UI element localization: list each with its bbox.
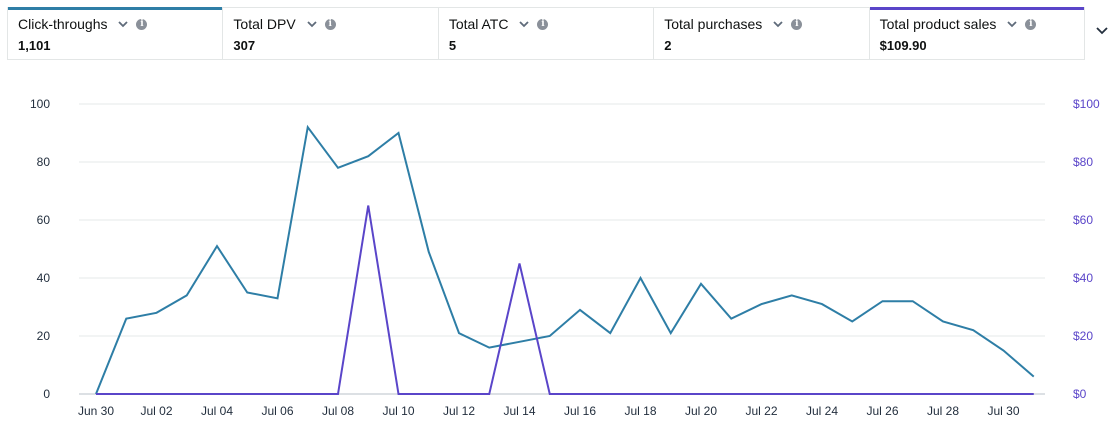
chevron-down-icon[interactable] bbox=[305, 17, 319, 31]
metric-value: 307 bbox=[233, 38, 256, 53]
x-tick-label: Jul 28 bbox=[927, 404, 959, 418]
chevron-down-icon[interactable] bbox=[517, 17, 531, 31]
metric-tiles: Click-throughs i 1,101 Total DPV i 307 T… bbox=[7, 7, 1085, 60]
metric-tile-total-atc[interactable]: Total ATC i 5 bbox=[439, 8, 655, 59]
y-tick-label-right: $40 bbox=[1073, 271, 1093, 285]
metric-tile-total-product-sales[interactable]: Total product sales i $109.90 bbox=[869, 7, 1085, 59]
metric-value: 2 bbox=[664, 38, 672, 53]
y-tick-label-right: $80 bbox=[1073, 155, 1093, 169]
y-tick-label-left: 100 bbox=[30, 97, 50, 111]
metric-label: Total DPV bbox=[233, 16, 296, 32]
tile-accent-bar bbox=[8, 7, 223, 10]
chevron-down-icon[interactable] bbox=[1005, 17, 1019, 31]
info-icon[interactable]: i bbox=[537, 18, 549, 30]
info-icon[interactable]: i bbox=[136, 18, 148, 30]
metric-label: Click-throughs bbox=[18, 16, 108, 32]
y-tick-label-left: 0 bbox=[43, 387, 50, 401]
x-tick-label: Jul 10 bbox=[382, 404, 414, 418]
expand-metrics-chevron-icon[interactable] bbox=[1094, 22, 1110, 38]
info-icon[interactable]: i bbox=[324, 18, 336, 30]
x-tick-label: Jun 30 bbox=[78, 404, 114, 418]
series-line-total-product-sales bbox=[96, 205, 1034, 395]
metric-tile-total-dpv[interactable]: Total DPV i 307 bbox=[223, 8, 439, 59]
chevron-down-icon[interactable] bbox=[771, 17, 785, 31]
x-tick-label: Jul 14 bbox=[503, 404, 535, 418]
x-tick-label: Jul 02 bbox=[140, 404, 172, 418]
metric-label: Total ATC bbox=[448, 16, 509, 32]
info-icon[interactable]: i bbox=[791, 18, 803, 30]
tile-accent-bar bbox=[869, 7, 1085, 10]
x-tick-label: Jul 04 bbox=[201, 404, 233, 418]
x-tick-label: Jul 24 bbox=[806, 404, 838, 418]
y-tick-label-left: 80 bbox=[37, 155, 51, 169]
y-tick-label-right: $20 bbox=[1073, 329, 1093, 343]
series-line-click-throughs bbox=[95, 124, 1035, 395]
chevron-down-icon[interactable] bbox=[116, 17, 130, 31]
x-tick-label: Jul 22 bbox=[745, 404, 777, 418]
y-tick-label-left: 40 bbox=[37, 271, 51, 285]
info-icon[interactable]: i bbox=[1025, 18, 1037, 30]
x-tick-label: Jul 12 bbox=[443, 404, 475, 418]
x-tick-label: Jul 08 bbox=[322, 404, 354, 418]
metric-tile-total-purchases[interactable]: Total purchases i 2 bbox=[654, 8, 870, 59]
metric-value: $109.90 bbox=[879, 38, 927, 53]
metric-label: Total product sales bbox=[879, 16, 997, 32]
metric-tile-click-throughs[interactable]: Click-throughs i 1,101 bbox=[8, 7, 224, 59]
metric-value: 5 bbox=[448, 38, 457, 53]
y-tick-label-right: $0 bbox=[1073, 387, 1087, 401]
x-tick-label: Jul 30 bbox=[987, 404, 1019, 418]
y-tick-label-right: $60 bbox=[1073, 213, 1093, 227]
metric-label: Total purchases bbox=[664, 16, 763, 32]
y-tick-label-left: 60 bbox=[37, 213, 51, 227]
metric-value: 1,101 bbox=[18, 38, 51, 53]
x-tick-label: Jul 18 bbox=[624, 404, 656, 418]
x-tick-label: Jul 20 bbox=[685, 404, 717, 418]
x-tick-label: Jul 26 bbox=[866, 404, 898, 418]
y-tick-label-left: 20 bbox=[37, 329, 51, 343]
x-tick-label: Jul 16 bbox=[564, 404, 596, 418]
x-tick-label: Jul 06 bbox=[261, 404, 293, 418]
y-tick-label-right: $100 bbox=[1073, 97, 1100, 111]
